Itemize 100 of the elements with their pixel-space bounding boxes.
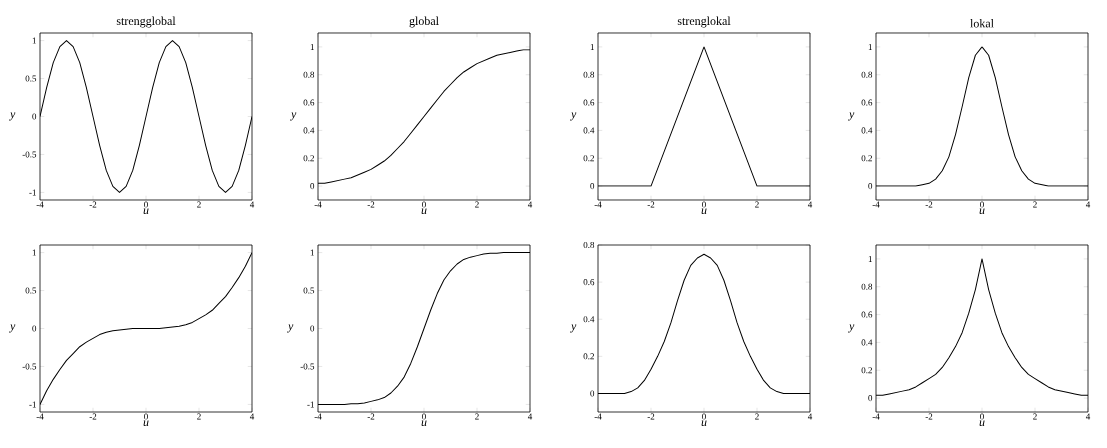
y-tick-label: 0.6 — [861, 99, 873, 106]
y-tick-label: -1 — [307, 401, 314, 408]
x-tick-label: -4 — [594, 413, 602, 420]
x-tick-label: -4 — [872, 201, 880, 208]
x-tick-label: -2 — [89, 201, 97, 208]
y-axis-title: y — [9, 324, 16, 333]
y-tick-label: 0.8 — [861, 71, 873, 78]
y-tick-label: 0.5 — [303, 287, 315, 294]
y-tick-label: 1 — [868, 255, 872, 262]
x-axis-title: u — [421, 208, 427, 215]
x-tick-label: -2 — [647, 201, 655, 208]
y-tick-label: 1 — [32, 37, 36, 44]
chart-title: strenglokal — [677, 16, 731, 28]
x-tick-label: 4 — [527, 413, 533, 420]
y-axis-title: y — [570, 112, 577, 121]
y-tick-label: 0.6 — [583, 99, 595, 106]
x-tick-label: -2 — [925, 413, 933, 420]
y-tick-label: 0.8 — [583, 71, 595, 78]
y-axis-title: y — [848, 112, 855, 121]
y-axis-title: y — [9, 112, 16, 121]
x-tick-label: 0 — [980, 413, 984, 420]
x-tick-label: 2 — [475, 201, 479, 208]
x-tick-label: 4 — [1085, 413, 1091, 420]
x-tick-label: 0 — [144, 413, 148, 420]
y-tick-label: -0.5 — [22, 151, 37, 158]
x-tick-label: -2 — [925, 201, 933, 208]
y-tick-label: 0 — [310, 183, 315, 190]
y-tick-label: 0.8 — [861, 283, 873, 290]
x-tick-label: 4 — [1085, 201, 1091, 208]
x-tick-label: 0 — [702, 201, 706, 208]
x-tick-label: -4 — [594, 201, 602, 208]
y-axis-title: y — [570, 324, 577, 333]
x-tick-label: 4 — [807, 201, 813, 208]
x-tick-label: 2 — [755, 413, 759, 420]
x-axis-title: u — [701, 420, 707, 427]
y-tick-label: 0.6 — [583, 279, 595, 286]
y-tick-label: 0.2 — [583, 155, 594, 162]
y-tick-label: 0.4 — [583, 316, 595, 323]
x-axis-title: u — [421, 420, 427, 427]
y-tick-label: -0.5 — [300, 363, 315, 370]
y-axis-title: y — [287, 324, 294, 333]
y-tick-label: 0.2 — [583, 353, 594, 360]
x-axis-title: u — [701, 208, 707, 215]
y-tick-label: 0.4 — [861, 127, 873, 134]
x-tick-label: 4 — [527, 201, 533, 208]
y-tick-label: 0.4 — [303, 127, 315, 134]
y-tick-label: 1 — [310, 249, 314, 256]
x-tick-label: -4 — [314, 201, 322, 208]
chart-title: lokal — [970, 19, 994, 28]
y-tick-label: 1 — [310, 43, 314, 50]
y-tick-label: -1 — [29, 189, 36, 196]
x-tick-label: 0 — [422, 201, 426, 208]
y-tick-label: 0.2 — [303, 155, 314, 162]
x-axis-title: u — [143, 208, 149, 215]
x-axis-title: u — [979, 420, 985, 427]
y-tick-label: 0 — [310, 325, 315, 332]
x-tick-label: -2 — [89, 413, 97, 420]
y-tick-label: 1 — [868, 43, 872, 50]
x-tick-label: 2 — [1033, 413, 1037, 420]
x-tick-label: 0 — [422, 413, 426, 420]
y-tick-label: 0.2 — [861, 155, 872, 162]
y-tick-label: 0.5 — [25, 75, 37, 82]
chart-title: strengglobal — [116, 16, 176, 28]
x-axis-title: u — [143, 420, 149, 427]
x-tick-label: 2 — [197, 413, 201, 420]
x-tick-label: 2 — [197, 201, 201, 208]
y-tick-label: 0.4 — [583, 127, 595, 134]
y-axis-title: y — [848, 324, 855, 333]
x-tick-label: 4 — [807, 413, 813, 420]
y-tick-label: 0.2 — [861, 367, 872, 374]
y-tick-label: 0.8 — [303, 71, 315, 78]
chart-title: global — [409, 16, 439, 28]
y-tick-label: 0 — [590, 183, 595, 190]
x-tick-label: -4 — [872, 413, 880, 420]
x-tick-label: 2 — [755, 201, 759, 208]
x-tick-label: 0 — [702, 413, 706, 420]
x-axis-title: u — [979, 208, 985, 215]
y-tick-label: -0.5 — [22, 363, 37, 370]
x-tick-label: -4 — [36, 201, 44, 208]
y-tick-label: -1 — [29, 401, 36, 408]
y-tick-label: 0 — [868, 395, 873, 402]
y-tick-label: 1 — [590, 43, 594, 50]
x-tick-label: -2 — [367, 413, 375, 420]
y-tick-label: 0.5 — [25, 287, 37, 294]
y-tick-label: 0.6 — [303, 99, 315, 106]
x-tick-label: 0 — [144, 201, 148, 208]
y-axis-title: y — [290, 112, 297, 121]
x-tick-label: 2 — [1033, 201, 1037, 208]
x-tick-label: 0 — [980, 201, 984, 208]
x-tick-label: -4 — [36, 413, 44, 420]
x-tick-label: 4 — [249, 413, 255, 420]
x-tick-label: -2 — [647, 413, 655, 420]
x-tick-label: 4 — [249, 201, 255, 208]
x-tick-label: 2 — [475, 413, 479, 420]
y-tick-label: 0 — [590, 390, 595, 397]
x-tick-label: -2 — [367, 201, 375, 208]
x-tick-label: -4 — [314, 413, 322, 420]
y-tick-label: 0 — [32, 325, 37, 332]
y-tick-label: 0.6 — [861, 311, 873, 318]
y-tick-label: 0 — [32, 113, 37, 120]
